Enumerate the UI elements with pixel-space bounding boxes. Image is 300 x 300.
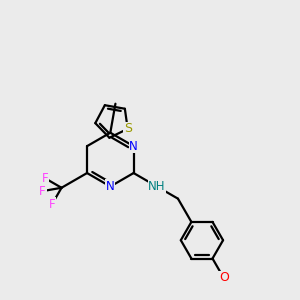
- Text: F: F: [42, 172, 48, 185]
- Text: NH: NH: [148, 180, 166, 193]
- Text: O: O: [219, 272, 229, 284]
- Text: N: N: [106, 180, 115, 193]
- Text: S: S: [124, 122, 132, 135]
- Text: N: N: [129, 140, 138, 153]
- Text: F: F: [49, 198, 55, 211]
- Text: F: F: [39, 184, 46, 198]
